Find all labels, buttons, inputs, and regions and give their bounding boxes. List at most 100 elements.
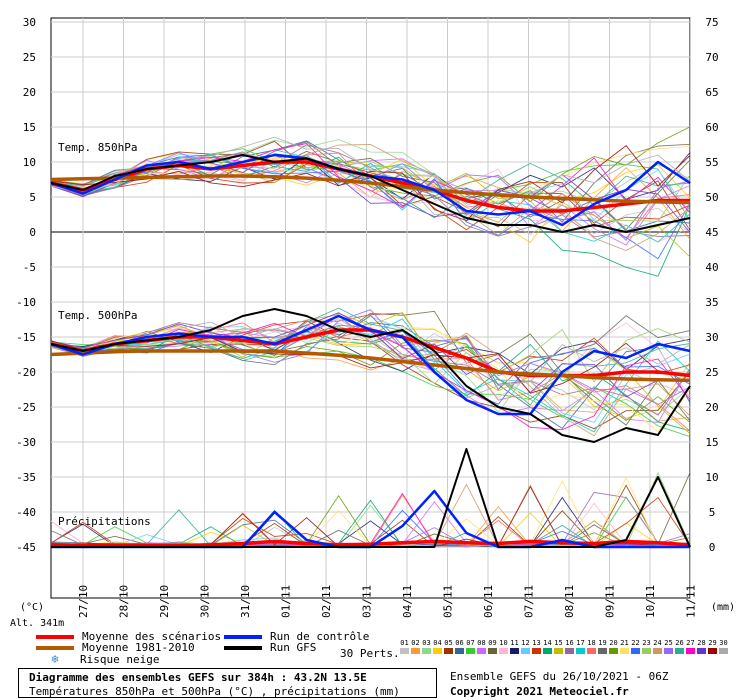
perturbation-swatch xyxy=(631,648,640,654)
left-tick-label: -5 xyxy=(23,261,36,274)
right-tick-label: 65 xyxy=(705,86,718,99)
perturbation-number: 29 xyxy=(708,639,717,647)
series-line-3-precip xyxy=(51,448,691,548)
legend-control-swatch xyxy=(224,634,262,639)
perturbation-swatch xyxy=(664,648,673,654)
x-tick-label: 27/10 xyxy=(77,585,90,618)
perturbation-number: 06 xyxy=(455,639,464,647)
perturbation-legend-item: 06 xyxy=(454,639,465,654)
perturbation-number: 01 xyxy=(400,639,409,647)
series-line-3-t850 xyxy=(50,154,691,233)
panel-label-t500: Temp. 500hPa xyxy=(58,309,137,322)
perturbation-swatch xyxy=(532,648,541,654)
perturbation-line-29-t500 xyxy=(50,337,691,394)
perturbation-number: 08 xyxy=(477,639,486,647)
perturbation-number: 28 xyxy=(697,639,706,647)
x-tick-label: 31/10 xyxy=(239,585,252,618)
perturbation-line-19-t500 xyxy=(50,314,691,391)
left-tick-label: -45 xyxy=(16,541,36,554)
perturbation-number: 14 xyxy=(543,639,552,647)
perturbation-swatch xyxy=(708,648,717,654)
perturbation-swatch xyxy=(466,648,475,654)
legend-control-label: Run de contrôle xyxy=(270,630,370,643)
series-line-2-t500 xyxy=(50,314,691,416)
perturbation-swatch xyxy=(653,648,662,654)
left-tick-label: 10 xyxy=(23,156,36,169)
perturbation-swatch xyxy=(554,648,563,654)
snowflake-icon: ❄ xyxy=(51,652,59,666)
x-tick-label: 06/11 xyxy=(482,585,495,618)
perturbation-legend-item: 28 xyxy=(696,639,707,654)
perturbation-number: 02 xyxy=(411,639,420,647)
x-tick-label: 10/11 xyxy=(644,585,657,618)
legend-gfs-label: Run GFS xyxy=(270,641,317,654)
left-tick-label: 20 xyxy=(23,86,36,99)
perturbation-number: 18 xyxy=(587,639,596,647)
x-tick-label: 04/11 xyxy=(401,585,414,618)
perturbation-number: 30 xyxy=(719,639,728,647)
perturbation-line-16-t850 xyxy=(50,144,691,238)
legend-clim: Moyenne 1981-2010 xyxy=(36,641,195,654)
x-tick-label: 07/11 xyxy=(523,585,536,618)
perturbation-legend-item: 08 xyxy=(476,639,487,654)
perturbation-number: 07 xyxy=(466,639,475,647)
series-line-0-precip xyxy=(50,539,691,548)
perturbation-number: 05 xyxy=(444,639,453,647)
legend-gfs: Run GFS xyxy=(224,641,316,654)
perturbation-swatch xyxy=(642,648,651,654)
legend-clim-label: Moyenne 1981-2010 xyxy=(82,641,195,654)
perturbation-swatch xyxy=(477,648,486,654)
perturbations-title: 30 Perts. xyxy=(340,647,400,660)
perturbation-number: 10 xyxy=(499,639,508,647)
perturbation-legend-item: 05 xyxy=(443,639,454,654)
right-tick-label: 25 xyxy=(705,366,718,379)
perturbation-legend-item: 23 xyxy=(641,639,652,654)
right-axis-unit: (mm) xyxy=(711,602,735,613)
left-tick-label: 25 xyxy=(23,51,36,64)
right-tick-label: 60 xyxy=(705,121,718,134)
right-tick-label: 35 xyxy=(705,296,718,309)
panel-label-precip: Précipitations xyxy=(58,515,151,528)
perturbation-number: 09 xyxy=(488,639,497,647)
perturbation-number: 21 xyxy=(620,639,629,647)
perturbation-number: 11 xyxy=(510,639,519,647)
perturbation-number: 25 xyxy=(664,639,673,647)
right-tick-label: 20 xyxy=(705,401,718,414)
perturbation-swatch xyxy=(422,648,431,654)
perturbation-swatch xyxy=(719,648,728,654)
perturbation-legend-item: 24 xyxy=(652,639,663,654)
legend-snow: ❄ Risque neige xyxy=(36,652,159,666)
diagram-subtitle: Températures 850hPa et 500hPa (°C) , pré… xyxy=(29,685,400,698)
perturbation-legend-item: 02 xyxy=(410,639,421,654)
perturbation-legend-item: 18 xyxy=(586,639,597,654)
perturbation-number: 23 xyxy=(642,639,651,647)
perturbation-legend-item: 12 xyxy=(520,639,531,654)
right-tick-label: 15 xyxy=(705,436,718,449)
plot-area xyxy=(50,17,691,599)
perturbation-swatch xyxy=(543,648,552,654)
perturbation-legend-item: 16 xyxy=(564,639,575,654)
perturbation-legend-item: 09 xyxy=(487,639,498,654)
perturbation-swatch xyxy=(576,648,585,654)
x-tick-label: 01/11 xyxy=(280,585,293,618)
perturbation-line-03-t500 xyxy=(50,325,691,415)
perturbation-number: 04 xyxy=(433,639,442,647)
legend-mean-swatch xyxy=(36,634,74,639)
x-tick-label: 02/11 xyxy=(320,585,333,618)
perturbation-number: 17 xyxy=(576,639,585,647)
left-tick-label: -20 xyxy=(16,366,36,379)
x-tick-label: 03/11 xyxy=(361,585,374,618)
perturbation-number: 22 xyxy=(631,639,640,647)
perturbation-legend-item: 15 xyxy=(553,639,564,654)
footer-title-box: Diagramme des ensembles GEFS sur 384h : … xyxy=(18,668,437,698)
perturbation-number: 24 xyxy=(653,639,662,647)
perturbation-swatch xyxy=(521,648,530,654)
x-tick-label: 05/11 xyxy=(442,585,455,618)
x-tick-label: 30/10 xyxy=(199,585,212,618)
legend-mean-label: Moyenne des scénarios xyxy=(82,630,222,643)
perturbation-swatch xyxy=(510,648,519,654)
left-tick-label: -10 xyxy=(16,296,36,309)
x-tick-label: 29/10 xyxy=(158,585,171,618)
left-tick-label: 30 xyxy=(23,16,36,29)
